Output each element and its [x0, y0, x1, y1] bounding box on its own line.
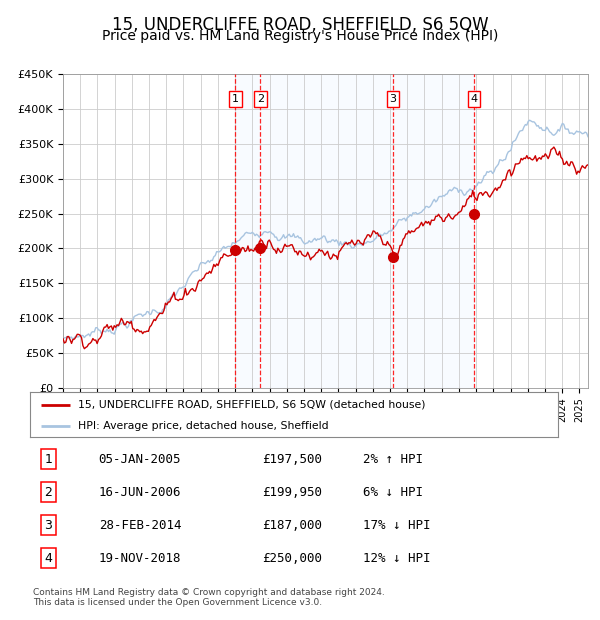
Text: 1: 1: [44, 453, 52, 466]
Text: £197,500: £197,500: [262, 453, 322, 466]
Text: £199,950: £199,950: [262, 486, 322, 498]
Text: 28-FEB-2014: 28-FEB-2014: [98, 519, 181, 531]
Text: 15, UNDERCLIFFE ROAD, SHEFFIELD, S6 5QW (detached house): 15, UNDERCLIFFE ROAD, SHEFFIELD, S6 5QW …: [77, 400, 425, 410]
Text: Price paid vs. HM Land Registry's House Price Index (HPI): Price paid vs. HM Land Registry's House …: [102, 29, 498, 43]
Text: 16-JUN-2006: 16-JUN-2006: [98, 486, 181, 498]
Text: HPI: Average price, detached house, Sheffield: HPI: Average price, detached house, Shef…: [77, 421, 328, 431]
Text: 1: 1: [232, 94, 239, 104]
Text: 2: 2: [44, 486, 52, 498]
Text: 19-NOV-2018: 19-NOV-2018: [98, 552, 181, 564]
Text: 12% ↓ HPI: 12% ↓ HPI: [362, 552, 430, 564]
Text: 17% ↓ HPI: 17% ↓ HPI: [362, 519, 430, 531]
Text: £187,000: £187,000: [262, 519, 322, 531]
Text: 2% ↑ HPI: 2% ↑ HPI: [362, 453, 422, 466]
Text: 3: 3: [389, 94, 397, 104]
Text: 3: 3: [44, 519, 52, 531]
Text: 4: 4: [470, 94, 478, 104]
Text: £250,000: £250,000: [262, 552, 322, 564]
Text: 15, UNDERCLIFFE ROAD, SHEFFIELD, S6 5QW: 15, UNDERCLIFFE ROAD, SHEFFIELD, S6 5QW: [112, 16, 488, 33]
Text: 4: 4: [44, 552, 52, 564]
Text: 6% ↓ HPI: 6% ↓ HPI: [362, 486, 422, 498]
Bar: [235, 74, 474, 388]
Text: Contains HM Land Registry data © Crown copyright and database right 2024.
This d: Contains HM Land Registry data © Crown c…: [33, 588, 385, 607]
Text: 2: 2: [257, 94, 264, 104]
Text: 05-JAN-2005: 05-JAN-2005: [98, 453, 181, 466]
